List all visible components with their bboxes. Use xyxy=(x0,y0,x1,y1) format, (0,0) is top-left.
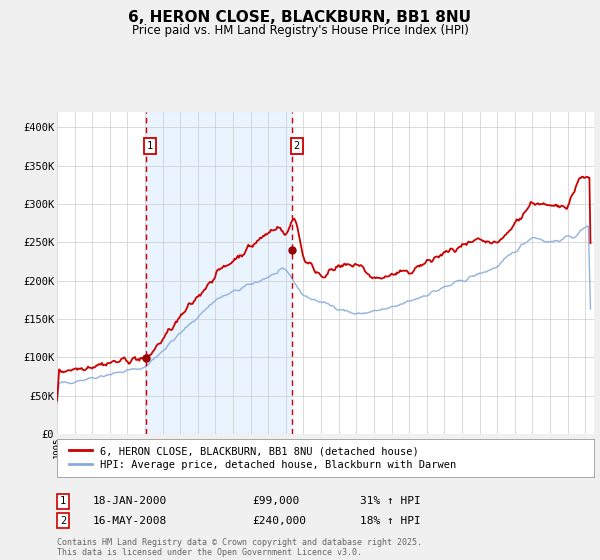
Text: 18-JAN-2000: 18-JAN-2000 xyxy=(93,496,167,506)
Text: Price paid vs. HM Land Registry's House Price Index (HPI): Price paid vs. HM Land Registry's House … xyxy=(131,24,469,36)
Text: 1: 1 xyxy=(60,496,66,506)
Bar xyxy=(146,112,292,434)
Text: Contains HM Land Registry data © Crown copyright and database right 2025.
This d: Contains HM Land Registry data © Crown c… xyxy=(57,538,422,557)
Text: 6, HERON CLOSE, BLACKBURN, BB1 8NU: 6, HERON CLOSE, BLACKBURN, BB1 8NU xyxy=(128,10,472,25)
Text: 18% ↑ HPI: 18% ↑ HPI xyxy=(360,516,421,526)
Text: 1: 1 xyxy=(147,141,154,151)
Text: 2: 2 xyxy=(293,141,300,151)
Text: 16-MAY-2008: 16-MAY-2008 xyxy=(93,516,167,526)
Legend: 6, HERON CLOSE, BLACKBURN, BB1 8NU (detached house), HPI: Average price, detache: 6, HERON CLOSE, BLACKBURN, BB1 8NU (deta… xyxy=(65,442,461,474)
Text: £240,000: £240,000 xyxy=(252,516,306,526)
Text: 2: 2 xyxy=(60,516,66,526)
Text: 31% ↑ HPI: 31% ↑ HPI xyxy=(360,496,421,506)
Text: £99,000: £99,000 xyxy=(252,496,299,506)
